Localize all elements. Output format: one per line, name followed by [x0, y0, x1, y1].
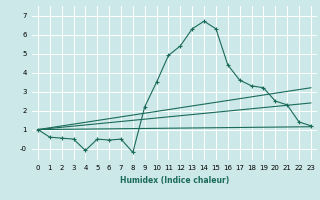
- X-axis label: Humidex (Indice chaleur): Humidex (Indice chaleur): [120, 176, 229, 185]
